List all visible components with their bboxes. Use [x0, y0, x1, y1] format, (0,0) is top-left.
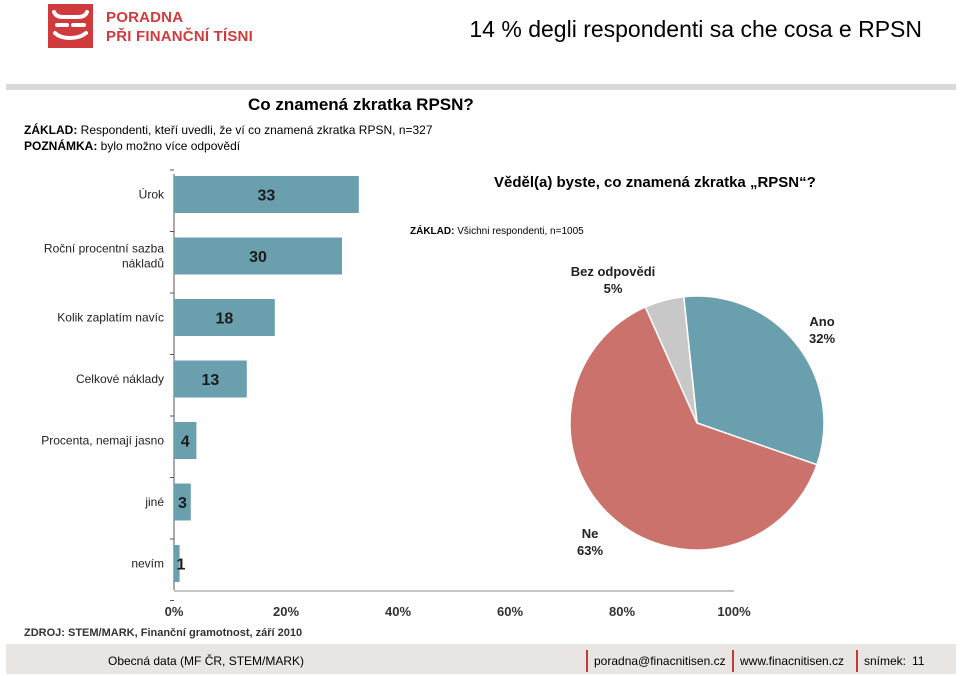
footer-web[interactable]: www.finacnitisen.cz — [740, 654, 845, 668]
x-tick-label: 20% — [273, 604, 299, 619]
note-text: bylo možno více odpovědí — [101, 139, 241, 153]
pie-group: Ano 32% Ne 63% Bez odpovědi 5% — [569, 264, 835, 558]
footer-separator — [732, 650, 734, 672]
source-note: ZDROJ: STEM/MARK, Finanční gramotnost, z… — [24, 627, 302, 639]
logo-text-line2: PŘI FINANČNÍ TÍSNI — [106, 28, 253, 45]
footer-slide-label: snímek: — [864, 654, 907, 668]
bar-value-label: 30 — [249, 249, 267, 266]
x-tick-label: 60% — [497, 604, 523, 619]
bar-2 — [174, 299, 275, 336]
logo-text-line1: PORADNA — [106, 9, 184, 26]
x-tick-label: 0% — [165, 604, 184, 619]
pie-label-bez-odpovedi: Bez odpovědi — [571, 264, 656, 279]
category-label: jiné — [144, 495, 164, 509]
pie-chart-base-note: ZÁKLAD: Všichni respondenti, n=1005 — [410, 224, 584, 237]
bar-5 — [174, 483, 191, 521]
bar-value-label: 13 — [202, 372, 220, 389]
bar-value-label: 4 — [181, 434, 190, 451]
category-label: nevím — [131, 557, 164, 571]
pie-slice-1 — [569, 305, 818, 551]
footer: Obecná data (MF ČR, STEM/MARK) poradna@f… — [6, 644, 956, 674]
bar-0 — [174, 176, 359, 213]
bar-value-label: 1 — [177, 557, 186, 574]
footer-separator — [856, 650, 858, 672]
base-text: Respondenti, kteří uvedli, že ví co znam… — [81, 123, 433, 137]
bar-value-label: 18 — [216, 311, 234, 328]
pie-chart: Věděl(a) byste, co znamená zkratka „RPSN… — [410, 174, 835, 558]
category-label: Celkové náklady — [76, 372, 164, 386]
category-label: Úrok — [139, 187, 165, 202]
category-label: Procenta, nemají jasno — [41, 434, 164, 448]
footer-source: Obecná data (MF ČR, STEM/MARK) — [108, 654, 305, 668]
bar-1 — [174, 237, 342, 275]
category-label: nákladů — [122, 257, 164, 271]
x-tick-label: 100% — [717, 604, 751, 619]
bar-6 — [174, 545, 180, 582]
bar-chart-note: POZNÁMKA: bylo možno více odpovědí — [24, 138, 241, 153]
pie-chart-title: Věděl(a) byste, co znamená zkratka „RPSN… — [494, 174, 816, 191]
logo-mark-icon — [48, 4, 93, 48]
pie-slice-0 — [682, 295, 825, 466]
bar-chart-title: Co znamená zkratka RPSN? — [248, 95, 474, 114]
slide-title: 14 % degli respondenti sa che cosa e RPS… — [469, 16, 922, 42]
header-divider — [6, 84, 956, 90]
note-label: POZNÁMKA: — [24, 138, 97, 153]
footer-email[interactable]: poradna@finacnitisen.cz — [594, 654, 726, 668]
category-label: Kolik zaplatím navíc — [57, 311, 164, 325]
bar-4 — [174, 422, 197, 459]
x-tick-label: 80% — [609, 604, 635, 619]
bar-chart: Co znamená zkratka RPSN? ZÁKLAD: Respond… — [24, 95, 751, 639]
pie-label-ano-pct: 32% — [809, 331, 835, 346]
x-tick-label: 40% — [385, 604, 411, 619]
bar-value-label: 33 — [258, 188, 276, 205]
bar-value-label: 3 — [178, 495, 187, 512]
pie-slice-2 — [644, 295, 698, 424]
pie-label-ne: Ne — [582, 526, 599, 541]
base-label: ZÁKLAD: — [24, 122, 77, 137]
pie-label-ano: Ano — [809, 314, 834, 329]
logo: PORADNA PŘI FINANČNÍ TÍSNI — [48, 4, 253, 50]
pie-label-ne-pct: 63% — [577, 543, 603, 558]
pie-base-label: ZÁKLAD: — [410, 224, 454, 237]
bar-chart-base-note: ZÁKLAD: Respondenti, kteří uvedli, že ví… — [24, 122, 433, 137]
footer-slide-number: 11 — [912, 654, 925, 668]
category-label: Roční procentní sazba — [44, 242, 164, 256]
pie-label-bez-odpovedi-pct: 5% — [604, 281, 623, 296]
chart-area: Co znamená zkratka RPSN? ZÁKLAD: Respond… — [6, 90, 956, 644]
pie-base-text: Všichni respondenti, n=1005 — [457, 226, 584, 237]
bar-3 — [174, 360, 247, 398]
footer-separator — [586, 650, 588, 672]
